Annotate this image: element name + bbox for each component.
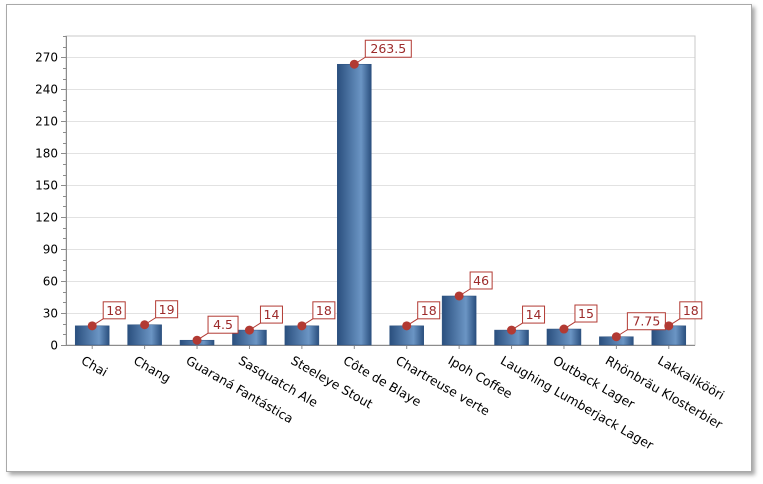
data-label: 19 [159, 302, 175, 317]
data-label: 7.75 [632, 314, 660, 329]
data-label-box [522, 305, 546, 324]
data-point-marker [244, 325, 254, 335]
data-label: 18 [683, 303, 699, 318]
data-label-box [417, 301, 441, 320]
data-label: 18 [316, 303, 332, 318]
data-point-marker [87, 321, 97, 331]
data-label: 18 [421, 303, 437, 318]
data-label-box [312, 301, 336, 320]
bar [441, 295, 477, 346]
bar [337, 63, 372, 346]
data-point-marker [664, 321, 674, 331]
chart-frame: 0 30 60 90 120 150 180 210 240 270 Chai Chang Guara… [6, 4, 752, 472]
data-label: 14 [526, 307, 542, 322]
x-tick-label: Chang [131, 353, 173, 386]
plot-area [65, 35, 696, 346]
axes [65, 35, 696, 349]
data-label: 15 [578, 306, 594, 321]
x-tick-label: Chai [79, 353, 111, 380]
data-point-marker [402, 321, 412, 331]
data-label-box [364, 39, 412, 58]
data-label-box [155, 300, 179, 319]
data-labels: 18 19 4.5 14 18 263.5 18 46 14 15 7.75 18 [87, 39, 703, 345]
data-point-marker [507, 325, 517, 335]
data-point-marker [140, 320, 150, 330]
y-tick-label: 270 [35, 51, 58, 65]
data-point-marker [611, 332, 621, 342]
y-tick-label: 30 [43, 307, 58, 321]
data-label: 18 [106, 303, 122, 318]
data-label-box [102, 301, 126, 320]
x-tick-label: Chartreuse verte [393, 353, 492, 419]
data-label-box [679, 301, 703, 320]
y-tick-label: 0 [50, 339, 58, 353]
data-label-box [207, 315, 239, 334]
data-label: 46 [473, 273, 489, 288]
data-point-marker [297, 321, 307, 331]
y-tick-label: 60 [43, 275, 58, 289]
data-label-box [626, 312, 666, 331]
data-label: 14 [264, 307, 280, 322]
data-point-marker [349, 59, 359, 69]
data-point-marker [559, 324, 569, 334]
y-tick-label: 240 [35, 83, 58, 97]
y-tick-label: 180 [35, 147, 58, 161]
y-tick-label: 210 [35, 115, 58, 129]
y-tick-label: 150 [35, 179, 58, 193]
y-axis-ticks: 0 30 60 90 120 150 180 210 240 270 [35, 36, 66, 353]
data-label-box [259, 305, 283, 324]
data-label-box [469, 271, 493, 290]
gridlines [66, 57, 695, 314]
data-label: 263.5 [370, 41, 406, 56]
data-label-box [574, 304, 598, 323]
y-tick-label: 90 [43, 243, 58, 257]
data-point-marker [192, 335, 202, 345]
data-label: 4.5 [213, 317, 233, 332]
data-point-marker [454, 291, 464, 301]
y-tick-label: 120 [35, 211, 58, 225]
bars [74, 63, 687, 346]
